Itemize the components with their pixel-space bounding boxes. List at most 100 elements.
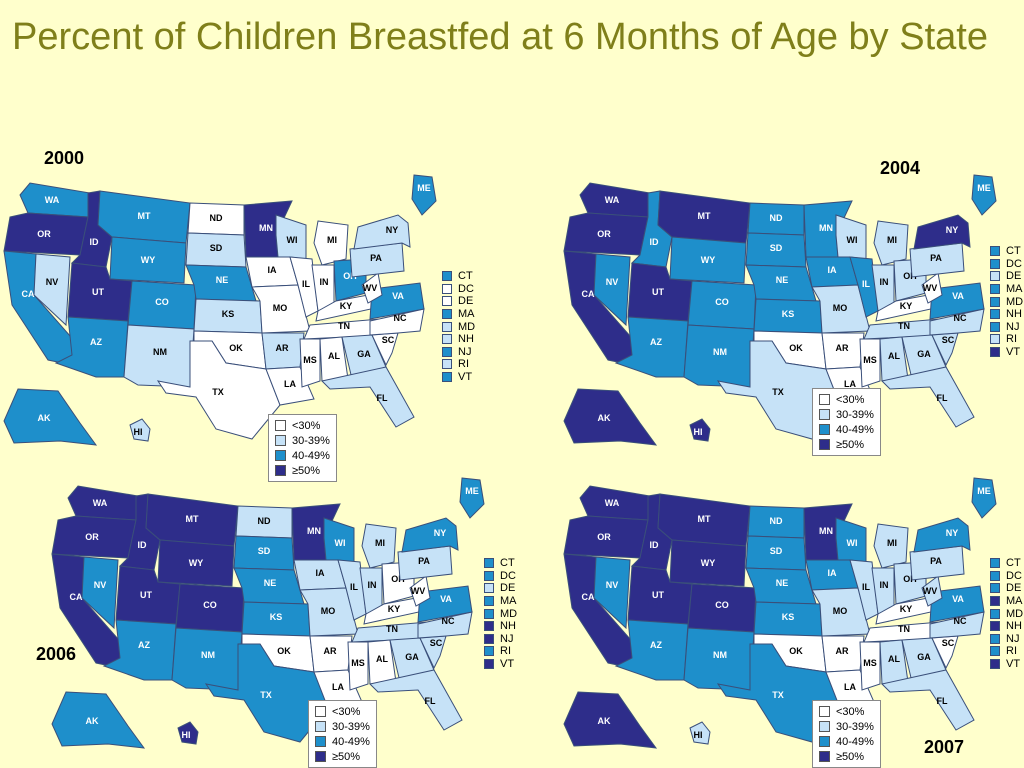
state-label-hi-2007: HI (694, 730, 703, 740)
legend-2004: <30% 30-39% 40-49% ≥50% (812, 388, 881, 456)
state-label-mn-2000: MN (259, 223, 273, 233)
small-state-label: DC (1006, 257, 1022, 270)
state-label-wv-2007: WV (923, 586, 938, 596)
state-label-mi-2006: MI (375, 538, 385, 548)
legend-swatch (315, 751, 326, 762)
legend-swatch (819, 424, 830, 435)
small-state-label: NJ (458, 345, 472, 358)
small-state-swatch (442, 283, 452, 294)
legend-label: 40-49% (292, 449, 330, 462)
state-label-ak-2000: AK (38, 413, 51, 423)
small-state-swatch (990, 659, 1000, 670)
state-il-2007 (849, 559, 879, 621)
small-state-label: NH (500, 620, 516, 633)
state-wy-2004 (669, 236, 747, 284)
state-label-nd-2006: ND (258, 516, 271, 526)
legend-item: <30% (315, 704, 370, 719)
small-state-ma: MA (990, 283, 1023, 296)
state-label-in-2007: IN (880, 580, 889, 590)
state-label-ia-2004: IA (828, 265, 838, 275)
state-label-id-2004: ID (650, 237, 660, 247)
legend-item: 40-49% (819, 734, 874, 749)
small-state-swatch (442, 372, 452, 383)
small-state-swatch (990, 646, 1000, 657)
state-ny-2006 (401, 517, 459, 553)
small-state-label: MA (1006, 595, 1023, 608)
state-hi-2000 (129, 418, 151, 442)
state-label-ny-2006: NY (434, 528, 447, 538)
state-label-ne-2007: NE (776, 578, 789, 588)
state-wv-2007 (921, 575, 943, 607)
state-label-la-2004: LA (844, 379, 856, 389)
small-state-swatch (990, 296, 1000, 307)
small-state-ma: MA (442, 308, 475, 321)
legend-swatch (315, 721, 326, 732)
small-states-list-2007: CT DC DE MA MD NH NJ RI VT (990, 557, 1023, 670)
state-label-or-2004: OR (597, 229, 611, 239)
small-state-ri: RI (484, 645, 517, 658)
state-label-ky-2004: KY (900, 301, 913, 311)
legend-item: ≥50% (275, 463, 330, 478)
state-label-mn-2007: MN (819, 526, 833, 536)
state-label-id-2007: ID (650, 540, 660, 550)
state-label-mt-2004: MT (698, 211, 711, 221)
state-label-ga-2004: GA (917, 349, 931, 359)
small-state-nh: NH (990, 620, 1023, 633)
small-state-nh: NH (484, 620, 517, 633)
small-state-swatch (484, 570, 494, 581)
state-label-fl-2000: FL (377, 393, 388, 403)
state-label-wy-2000: WY (141, 255, 156, 265)
small-state-ma: MA (990, 595, 1023, 608)
legend-label: 40-49% (332, 735, 370, 748)
state-label-wi-2006: WI (335, 538, 346, 548)
legend-swatch (819, 409, 830, 420)
small-state-swatch (990, 271, 1000, 282)
small-state-label: MD (1006, 295, 1024, 308)
state-label-oh-2000: OH (343, 271, 357, 281)
state-label-nm-2000: NM (153, 347, 167, 357)
year-label-2006: 2006 (36, 644, 77, 664)
state-label-ak-2007: AK (598, 716, 611, 726)
small-state-swatch (442, 334, 452, 345)
small-state-ct: CT (442, 270, 475, 283)
small-state-md: MD (442, 320, 475, 333)
state-label-il-2004: IL (862, 279, 871, 289)
small-state-swatch (990, 596, 1000, 607)
state-label-ks-2007: KS (782, 612, 795, 622)
state-va-2006 (417, 585, 473, 623)
state-label-sc-2007: SC (942, 638, 955, 648)
state-label-mn-2006: MN (307, 526, 321, 536)
small-state-md: MD (990, 295, 1023, 308)
state-va-2007 (929, 585, 985, 623)
small-state-nh: NH (442, 333, 475, 346)
state-label-hi-2000: HI (134, 427, 143, 437)
legend-label: 30-39% (836, 408, 874, 421)
small-state-label: MA (458, 308, 475, 321)
state-label-pa-2004: PA (930, 253, 942, 263)
small-state-swatch (484, 596, 494, 607)
legend-swatch (819, 439, 830, 450)
state-label-me-2007: ME (977, 486, 991, 496)
small-state-ct: CT (484, 557, 517, 570)
small-state-label: DE (500, 582, 516, 595)
state-label-ms-2006: MS (351, 658, 365, 668)
state-label-nm-2006: NM (201, 650, 215, 660)
state-label-nv-2006: NV (94, 580, 107, 590)
state-label-fl-2007: FL (937, 696, 948, 706)
small-state-label: NH (458, 333, 474, 346)
legend-item: 30-39% (819, 719, 874, 734)
year-label-2007: 2007 (924, 737, 965, 757)
state-label-pa-2000: PA (370, 253, 382, 263)
state-label-mt-2006: MT (186, 514, 199, 524)
state-il-2006 (337, 559, 367, 621)
state-label-co-2006: CO (203, 600, 217, 610)
state-label-id-2000: ID (90, 237, 100, 247)
small-state-swatch (442, 346, 452, 357)
state-label-al-2006: AL (376, 654, 388, 664)
small-state-swatch (484, 558, 494, 569)
legend-label: 30-39% (836, 720, 874, 733)
small-state-label: DC (1006, 569, 1022, 582)
legend-item: ≥50% (819, 437, 874, 452)
state-label-wa-2000: WA (45, 195, 60, 205)
state-fl-2004 (880, 366, 975, 428)
